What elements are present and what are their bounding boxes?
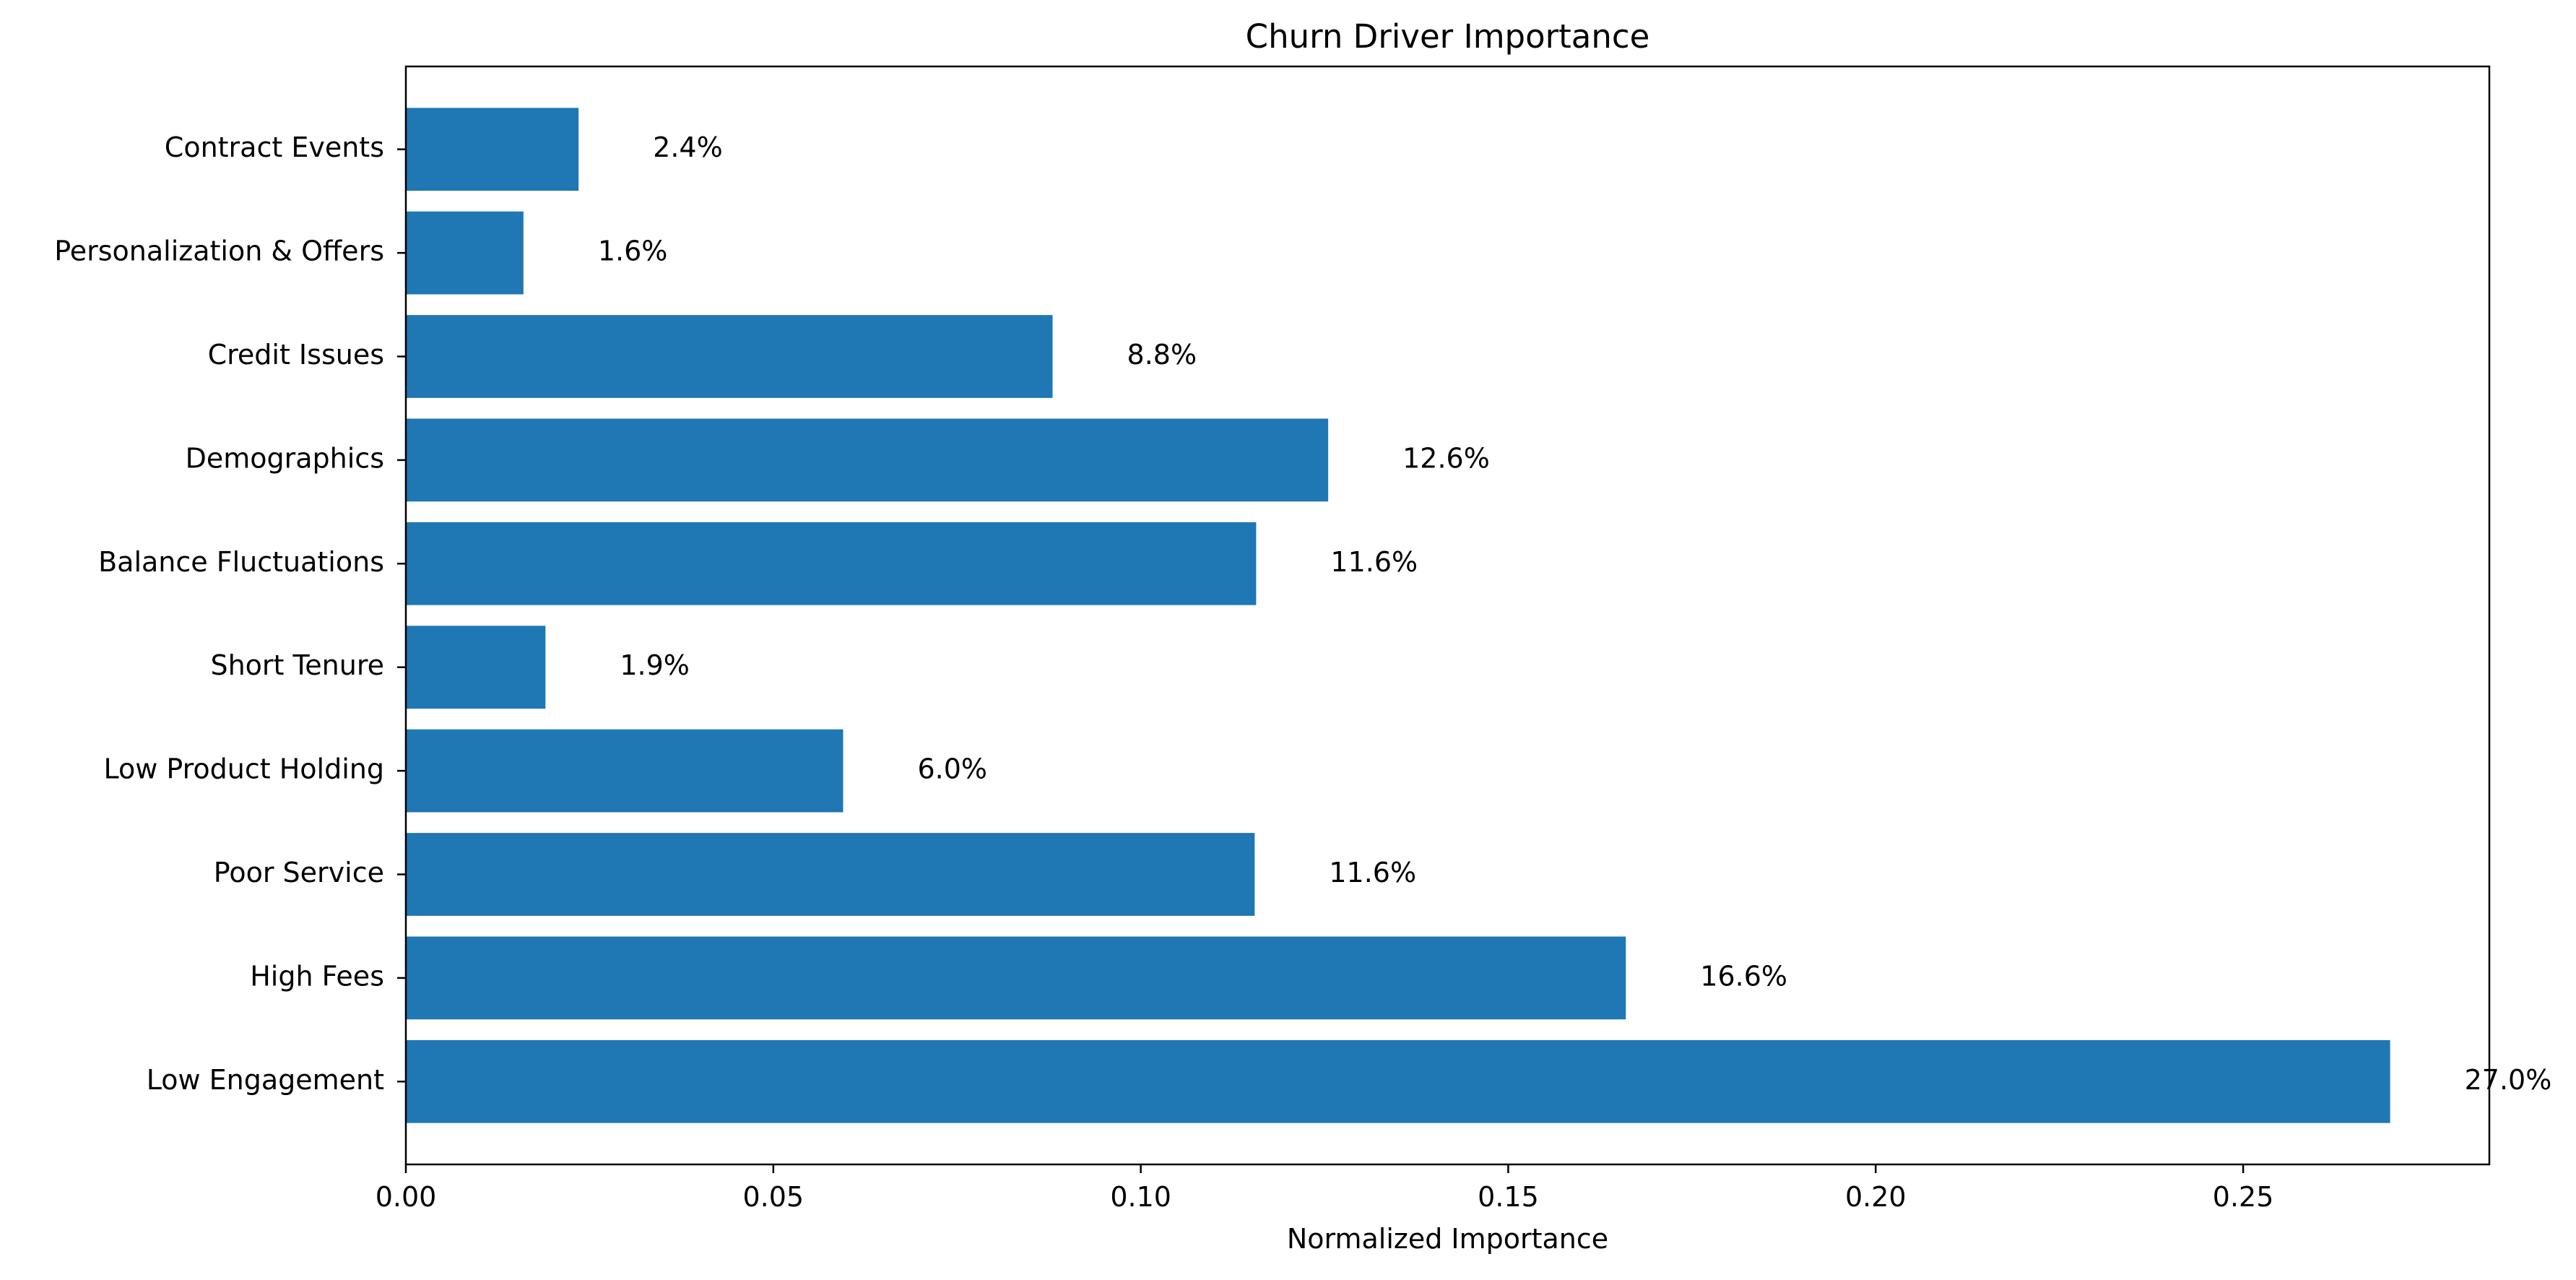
data-label: 27.0%: [2465, 1064, 2552, 1096]
x-tick-label: 0.00: [376, 1181, 437, 1213]
x-tick-label: 0.10: [1110, 1181, 1171, 1213]
bars-layer: [406, 108, 2390, 1123]
y-tick-label: Credit Issues: [208, 339, 384, 371]
x-tick-label: 0.25: [2213, 1181, 2274, 1213]
y-tick-label: Low Product Holding: [103, 753, 384, 785]
y-tick-label: Short Tenure: [210, 649, 384, 681]
bar: [406, 522, 1257, 605]
bar: [406, 211, 524, 295]
y-tick-label: Low Engagement: [147, 1064, 384, 1096]
plot-frame: [404, 65, 2491, 1166]
x-axis: 0.00 0.05 0.10 0.15 0.20 0.25: [376, 1164, 2274, 1213]
y-tick-label: Demographics: [186, 442, 384, 474]
x-axis-label: Normalized Importance: [1287, 1223, 1608, 1255]
y-axis: Low Engagement High Fees Poor Service Low P…: [54, 131, 406, 1096]
bar: [406, 626, 546, 709]
y-tick-label: Contract Events: [165, 131, 384, 163]
data-label: 16.6%: [1700, 960, 1787, 992]
y-tick-label: Personalization & Offers: [54, 235, 384, 267]
bar: [406, 729, 844, 813]
bar: [406, 315, 1053, 398]
bar: [406, 833, 1255, 916]
x-tick-label: 0.20: [1845, 1181, 1907, 1213]
y-tick-label: Balance Fluctuations: [98, 546, 384, 578]
data-labels-layer: 27.0% 16.6% 11.6% 6.0% 1.9% 11.6% 12.6% 8.8% 1.6…: [598, 131, 2552, 1096]
data-label: 11.6%: [1330, 546, 1418, 578]
y-tick-label: High Fees: [250, 960, 384, 992]
data-label: 1.6%: [598, 235, 668, 267]
chart-title: Churn Driver Importance: [1246, 17, 1650, 56]
bar: [406, 936, 1626, 1020]
data-label: 11.6%: [1329, 857, 1416, 888]
data-label: 6.0%: [917, 753, 987, 785]
x-tick-label: 0.15: [1478, 1181, 1539, 1213]
data-label: 1.9%: [620, 649, 690, 681]
data-label: 8.8%: [1127, 339, 1197, 371]
y-tick-label: Poor Service: [214, 857, 384, 888]
x-tick-label: 0.05: [743, 1181, 805, 1213]
bar: [406, 108, 579, 191]
data-label: 2.4%: [653, 131, 723, 163]
data-label: 12.6%: [1402, 442, 1490, 474]
bar: [406, 1039, 2390, 1123]
bar: [406, 418, 1329, 502]
